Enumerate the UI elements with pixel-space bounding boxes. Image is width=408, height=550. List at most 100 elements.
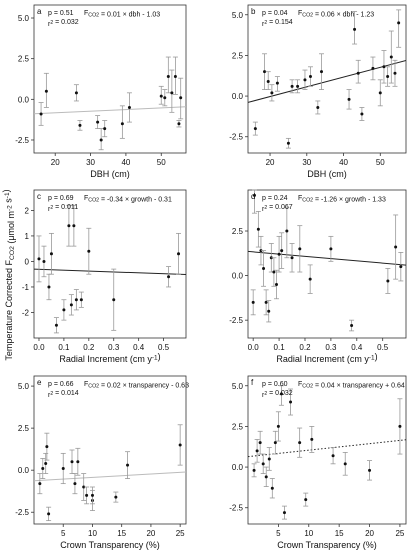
regression-equation: FCO2 = 0.02 × transparency - 0.63 (84, 381, 189, 390)
x-tick-label: 15 (117, 529, 126, 538)
point-marker (45, 445, 49, 449)
point-marker (159, 94, 163, 98)
x-tick-label: 25 (176, 529, 185, 538)
y-tick-label: 5.0 (232, 11, 244, 20)
data-point (36, 235, 42, 283)
point-marker (267, 309, 271, 313)
x-tick-label: 20 (365, 529, 374, 538)
data-point (41, 245, 47, 278)
point-marker (272, 270, 276, 274)
point-marker (269, 256, 273, 260)
point-marker (308, 277, 312, 281)
data-point (177, 424, 183, 466)
point-marker (270, 486, 274, 490)
data-point (162, 89, 168, 107)
data-point (346, 89, 352, 110)
data-point (385, 268, 391, 294)
data-point (95, 115, 101, 130)
data-point (297, 427, 303, 458)
point-marker (310, 437, 314, 441)
point-marker (44, 89, 48, 93)
data-point (263, 289, 269, 316)
point-marker (316, 105, 320, 109)
data-point (165, 56, 171, 94)
x-tick-label: 20 (266, 158, 275, 167)
x-tick-label: 30 (86, 158, 95, 167)
x-tick-label: 5 (61, 529, 66, 538)
point-marker (79, 298, 83, 302)
y-tick-label: -2 (22, 308, 30, 317)
panel-frame (33, 375, 187, 525)
data-point (289, 243, 295, 273)
regression-equation: FCO2 = 0.01 × dbh - 1.03 (84, 10, 160, 19)
data-point (68, 294, 74, 316)
x-tick-label: 40 (339, 158, 348, 167)
panel-frame (247, 375, 407, 525)
data-point (258, 235, 264, 266)
point-marker (319, 70, 323, 74)
x-tick-label: 15 (335, 529, 344, 538)
point-marker (166, 75, 170, 79)
point-marker (274, 283, 278, 287)
point-marker (389, 55, 393, 59)
data-point (89, 486, 95, 505)
data-point (289, 79, 295, 94)
regression-line (34, 268, 186, 275)
point-marker (173, 75, 177, 79)
x-tick-label: 0.0 (33, 343, 45, 352)
y-tick-label: 5.0 (232, 382, 244, 391)
x-axis-title: Radial Increment (cm y-1) (59, 351, 160, 364)
point-marker (276, 424, 280, 428)
point-marker (378, 91, 382, 95)
panel-a: -2.5 0.0 2.5 5.0 20 30 40 50 DBH (cm) a p = 0.51 FC… (15, 4, 187, 179)
regression-line (34, 106, 186, 115)
data-point (276, 235, 282, 273)
panel-letter: f (251, 378, 254, 387)
x-tick-label: 0.3 (108, 343, 120, 352)
point-marker (38, 482, 42, 486)
point-marker (96, 120, 100, 124)
x-tick-label: 10 (304, 529, 313, 538)
data-point (315, 100, 321, 115)
data-point (349, 319, 355, 332)
data-point (302, 69, 308, 90)
x-axis-title: DBH (cm) (307, 169, 347, 179)
x-axis-title: Crown Transparency (%) (277, 540, 377, 550)
r-squared: r2 = 0.011 (48, 204, 78, 213)
point-marker (282, 511, 286, 515)
point-marker (350, 324, 354, 328)
point-marker (255, 449, 259, 453)
y-tick-label: 2.5 (232, 422, 244, 431)
point-marker (67, 224, 71, 228)
point-marker (298, 247, 302, 251)
panel-letter: a (37, 7, 42, 16)
data-point (73, 289, 79, 311)
data-point (176, 232, 182, 275)
data-point (307, 66, 313, 87)
point-marker (62, 308, 66, 312)
point-marker (163, 96, 167, 100)
x-tick-label: 50 (376, 158, 385, 167)
y-tick-label: -1 (22, 283, 30, 292)
data-point (328, 235, 334, 262)
data-point (271, 257, 277, 287)
r-squared: r2 = 0.032 (48, 19, 79, 28)
point-marker (179, 96, 183, 100)
point-marker (126, 463, 130, 467)
point-marker (259, 249, 263, 253)
data-point (307, 264, 313, 294)
x-tick-label: 0.4 (133, 343, 145, 352)
r-squared: r2 = 0.032 (262, 390, 293, 399)
y-tick-label: -2.5 (229, 316, 243, 325)
regression-line (34, 471, 186, 482)
data-point (281, 505, 287, 520)
data-point (274, 76, 280, 92)
data-point (98, 128, 104, 151)
y-tick-label: 0.0 (18, 466, 30, 475)
r-squared: r2 = 0.154 (262, 19, 293, 28)
regression-line (248, 59, 406, 103)
point-marker (371, 66, 375, 70)
data-point (86, 227, 92, 275)
data-point (288, 388, 294, 416)
data-point (250, 289, 256, 316)
